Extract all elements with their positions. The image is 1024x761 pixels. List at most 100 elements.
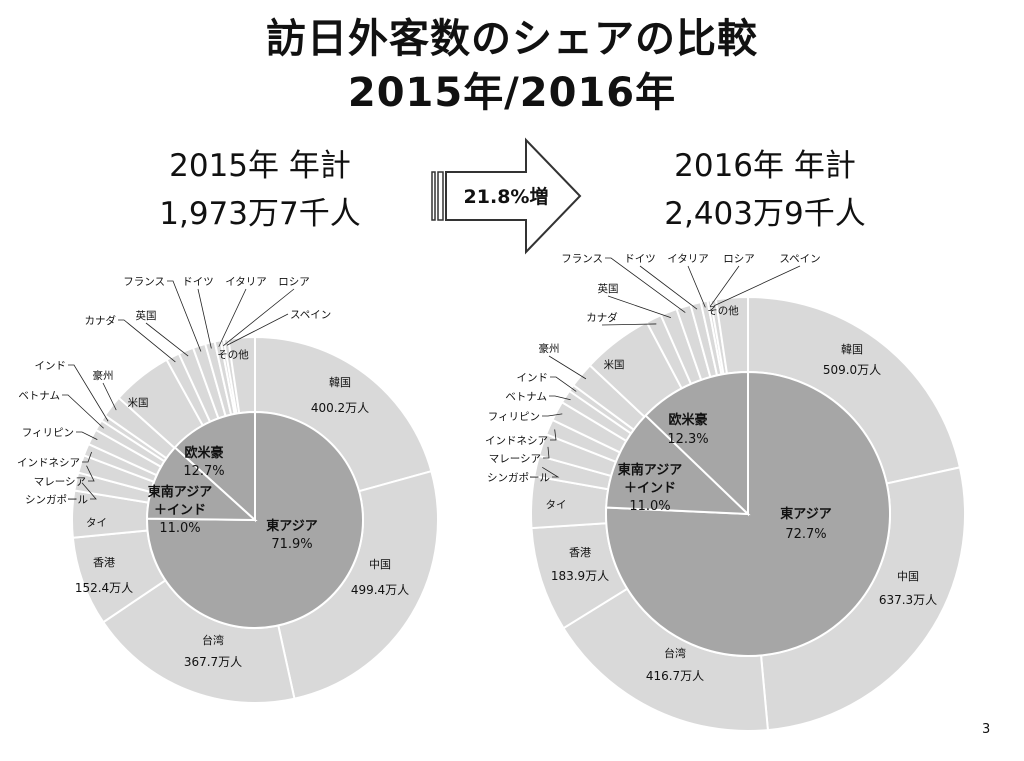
callout-label: 豪州 — [93, 369, 114, 382]
slice-label: 韓国 — [329, 376, 351, 389]
inner-slice-value: 12.7% — [183, 464, 224, 479]
callout-label: マレーシア — [34, 476, 86, 488]
inner-slice-label: 東アジア — [266, 518, 317, 534]
total-2015: 2015年 年計 1,973万7千人 — [110, 142, 410, 238]
growth-label: 21.8%増 — [463, 186, 549, 208]
inner-slice-label: 東南アジア — [618, 462, 682, 478]
callout-label: ロシア — [278, 276, 310, 288]
leader-line — [81, 482, 97, 500]
inner-slice-value: 71.9% — [271, 537, 312, 552]
slice-value-label: 509.0万人 — [823, 363, 881, 377]
callout-label: ドイツ — [182, 276, 214, 288]
inner-slice-label: 欧米豪 — [184, 445, 223, 461]
total-2015-value: 1,973万7千人 — [159, 196, 361, 232]
leader-line — [687, 265, 706, 308]
leader-line — [607, 295, 671, 318]
slice-label: 台湾 — [664, 646, 686, 660]
slice-value-label: 367.7万人 — [184, 655, 242, 669]
slice-label: 香港 — [569, 546, 591, 559]
callout-label: 英国 — [136, 309, 157, 322]
total-2016: 2016年 年計 2,403万9千人 — [615, 142, 915, 238]
callout-label: 英国 — [598, 282, 619, 295]
leader-line — [542, 413, 563, 417]
leader-line — [145, 322, 189, 357]
callout-label: シンガポール — [25, 494, 88, 506]
callout-label: その他 — [707, 304, 739, 317]
leader-line — [550, 429, 557, 441]
callout-label: カナダ — [85, 314, 117, 327]
inner-slice-value: 12.3% — [667, 432, 708, 447]
callout-label: インドネシア — [485, 435, 548, 447]
total-2016-label: 2016年 年計 — [674, 148, 856, 184]
callout-label: ロシア — [723, 253, 755, 265]
inner-slice-value: 11.0% — [159, 521, 200, 536]
growth-arrow-icon — [431, 137, 582, 255]
callout-label: フランス — [561, 253, 603, 265]
leader-line — [605, 257, 686, 313]
inner-slice-value: 72.7% — [785, 527, 826, 542]
callout-label: スペイン — [779, 253, 820, 265]
leader-line — [550, 376, 577, 392]
callout-label: カナダ — [586, 311, 618, 324]
inner-slice-label: ＋インド — [624, 481, 676, 496]
slice-value-label: 183.9万人 — [551, 569, 609, 583]
leader-line — [714, 265, 801, 307]
leader-line — [62, 394, 104, 429]
inner-slice-1 — [605, 414, 751, 516]
callout-label: 米国 — [604, 358, 625, 371]
callout-label: マレーシア — [489, 453, 541, 465]
leader-line — [226, 313, 289, 346]
callout-label: タイ — [546, 499, 567, 511]
leader-line — [76, 431, 98, 440]
total-2016-value: 2,403万9千人 — [664, 196, 866, 232]
inner-slice-label: 欧米豪 — [668, 412, 707, 428]
callout-label: ベトナム — [18, 390, 60, 402]
leader-line — [218, 288, 247, 347]
inner-slice-label: 東アジア — [780, 506, 831, 522]
callout-label: インドネシア — [17, 457, 80, 469]
leader-line — [68, 364, 109, 422]
leader-line — [82, 451, 92, 463]
page-number: 3 — [982, 722, 991, 737]
callout-label: タイ — [86, 517, 107, 529]
page-title: 訪日外客数のシェアの比較 — [266, 16, 758, 62]
page-subtitle: 2015年/2016年 — [347, 70, 677, 116]
leader-line — [102, 382, 117, 411]
callout-label: スペイン — [290, 309, 331, 321]
callout-label: ベトナム — [505, 391, 547, 403]
callout-label: ドイツ — [624, 253, 656, 265]
slice-value-label: 400.2万人 — [311, 401, 369, 415]
leader-line — [601, 323, 657, 326]
callout-label: その他 — [217, 348, 249, 361]
leader-line — [197, 288, 212, 349]
leader-line — [118, 319, 176, 363]
total-2015-label: 2015年 年計 — [169, 148, 351, 184]
callout-label: フィリピン — [488, 411, 540, 423]
slice-label: 香港 — [93, 556, 115, 569]
leader-line — [548, 355, 587, 380]
leader-line — [167, 280, 202, 352]
slice-label: 中国 — [369, 558, 391, 571]
slice-label: 台湾 — [202, 633, 224, 647]
leader-line — [543, 446, 550, 459]
callout-label: インド — [35, 360, 67, 372]
leader-line — [222, 288, 295, 347]
callout-label: フランス — [123, 276, 165, 288]
inner-slice-0 — [146, 410, 364, 629]
inner-slice-value: 11.0% — [629, 499, 670, 514]
slice-value-label: 637.3万人 — [879, 593, 937, 607]
callout-label: 豪州 — [539, 342, 560, 355]
slice-value-label: 416.7万人 — [646, 669, 704, 683]
leader-line — [86, 465, 95, 482]
leader-line — [542, 466, 560, 478]
leader-line — [639, 265, 698, 310]
slice-value-label: 152.4万人 — [75, 581, 133, 595]
callout-label: イタリア — [225, 276, 267, 288]
leader-line — [709, 265, 740, 307]
callout-label: インド — [517, 372, 549, 384]
slice-value-label: 499.4万人 — [351, 583, 409, 597]
slice-label: 韓国 — [841, 343, 863, 356]
inner-slice-1 — [145, 446, 258, 522]
